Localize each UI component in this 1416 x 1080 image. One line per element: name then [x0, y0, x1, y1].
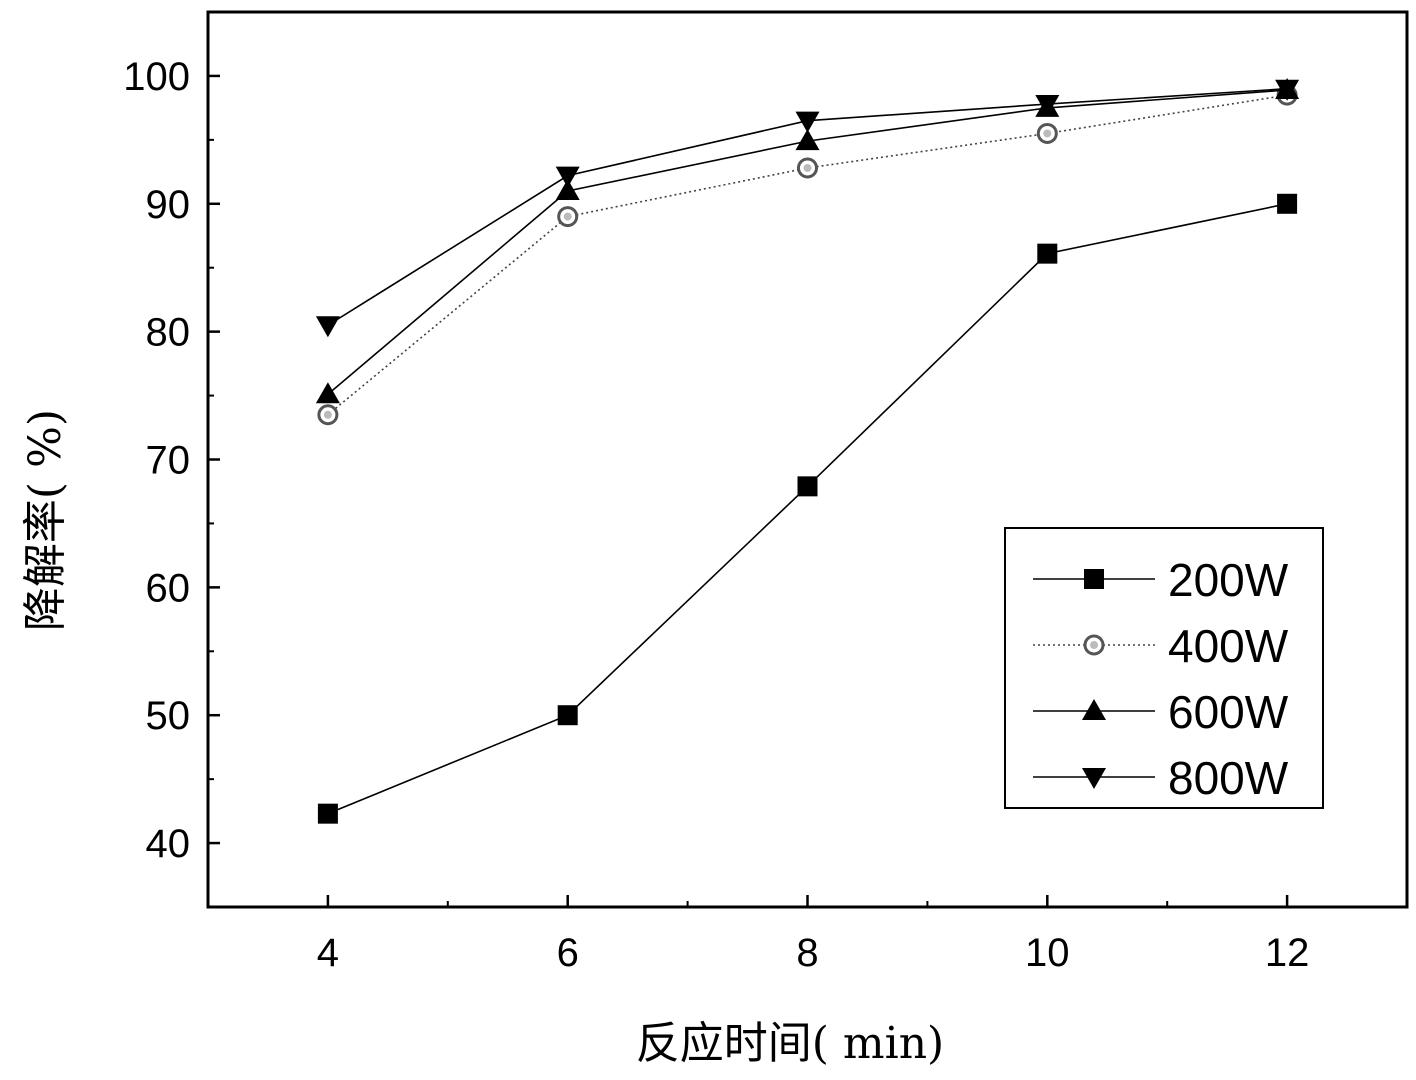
- data-point: [797, 157, 818, 179]
- legend-item: 200W: [1033, 554, 1289, 606]
- legend-label: 800W: [1168, 752, 1289, 804]
- y-tick-label: 50: [146, 694, 191, 738]
- x-tick-label: 8: [796, 931, 818, 975]
- legend-label: 400W: [1168, 620, 1289, 672]
- y-tick-label: 40: [146, 822, 191, 866]
- marker-core: [1090, 641, 1098, 649]
- axis-ticks: 4 6 8 10 12 40 50 60 70 80 90 100: [123, 55, 1309, 975]
- x-axis-title: 反应时间( min): [636, 1018, 944, 1069]
- x-tick-label: 4: [317, 931, 339, 975]
- marker-core: [323, 410, 332, 419]
- legend-label: 600W: [1168, 686, 1289, 738]
- data-point: [1277, 193, 1298, 214]
- marker-core: [803, 163, 812, 172]
- legend-marker: [1082, 768, 1106, 789]
- marker-core: [563, 212, 572, 221]
- data-point: [795, 129, 820, 151]
- legend-label: 200W: [1168, 554, 1289, 606]
- legend-marker: [1084, 569, 1104, 589]
- data-point: [557, 705, 578, 726]
- y-tick-label: 100: [123, 55, 190, 99]
- y-tick-label: 60: [146, 566, 191, 610]
- data-point: [315, 382, 340, 404]
- data-point: [557, 206, 579, 228]
- y-axis-title: 降解率( %): [20, 409, 71, 631]
- legend-box: [1004, 527, 1324, 809]
- data-point: [795, 111, 820, 133]
- legend: 200W 400W 600W 800W: [1004, 527, 1324, 809]
- y-tick-label: 70: [146, 439, 191, 483]
- y-tick-label: 90: [146, 183, 191, 227]
- legend-marker: [1083, 634, 1105, 656]
- data-point: [317, 803, 338, 824]
- data-point: [797, 476, 818, 497]
- series-800W: [315, 79, 1300, 338]
- series-layer: [315, 77, 1300, 824]
- series-200W: [317, 193, 1298, 824]
- legend-item: 400W: [1033, 620, 1289, 672]
- data-point: [1035, 95, 1060, 117]
- legend-item: 800W: [1033, 752, 1289, 804]
- data-point: [315, 316, 340, 338]
- data-point: [1275, 79, 1300, 101]
- data-point: [555, 166, 580, 188]
- legend-item: 600W: [1033, 686, 1289, 738]
- x-tick-label: 12: [1265, 931, 1310, 975]
- legend-marker: [1082, 699, 1106, 720]
- x-tick-label: 10: [1025, 931, 1070, 975]
- data-point: [1037, 243, 1058, 264]
- legend-items: 200W 400W 600W 800W: [1033, 554, 1289, 804]
- x-tick-label: 6: [557, 931, 579, 975]
- data-point: [317, 404, 339, 426]
- data-point: [1036, 122, 1058, 144]
- y-tick-label: 80: [146, 311, 191, 355]
- marker-core: [1043, 129, 1052, 138]
- data-point: [555, 179, 580, 200]
